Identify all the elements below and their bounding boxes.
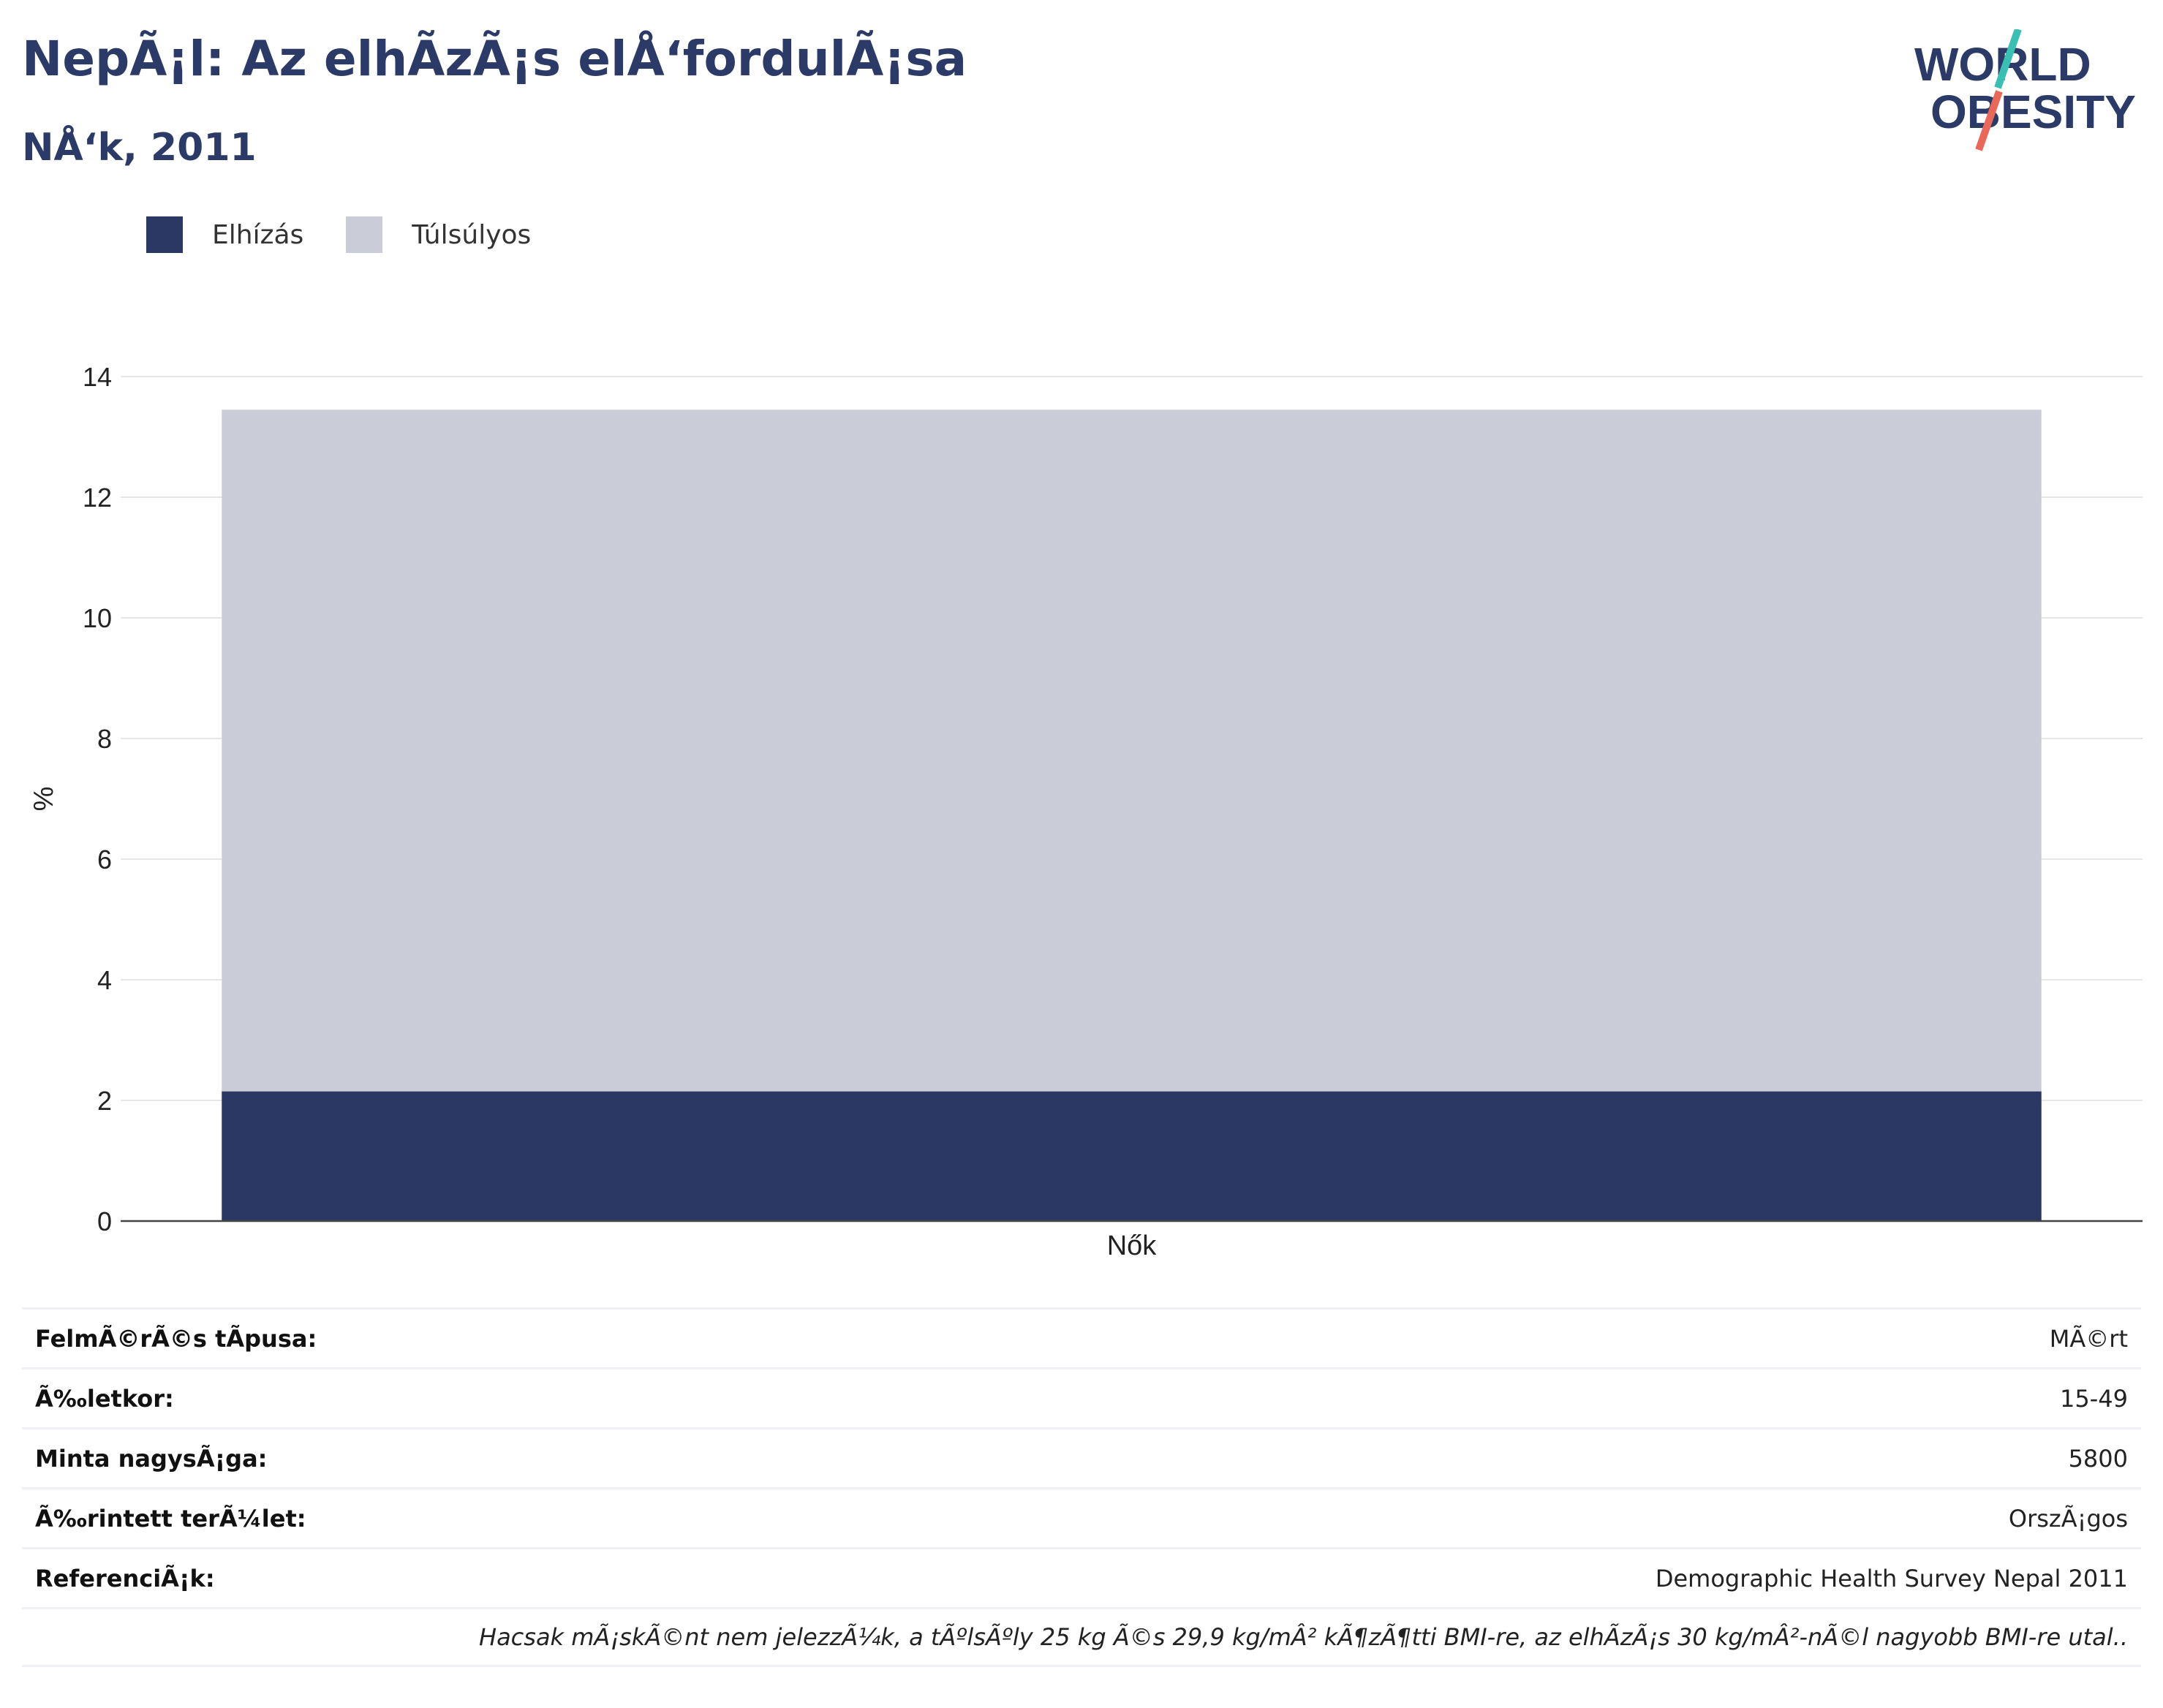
bar-chart: 0 2 4 6 8 10 12 14% Nők <box>29 362 2143 1261</box>
x-tick-label: Nők <box>1107 1231 1158 1261</box>
legend-swatch-obesity <box>146 216 183 253</box>
footnote: Hacsak mÃ¡skÃ©nt nem jelezzÃ¼k, a tÃºlsÃ… <box>22 1607 2141 1667</box>
info-value: Demographic Health Survey Nepal 2011 <box>1655 1564 2128 1592</box>
info-value: 5800 <box>2068 1444 2128 1473</box>
info-row-age: Ã‰letkor: 15-49 <box>22 1367 2141 1427</box>
y-tick-label: 12 <box>83 483 112 513</box>
y-tick-label: 14 <box>83 362 112 392</box>
legend-label-obesity: Elhízás <box>212 219 304 250</box>
y-tick-label: 10 <box>83 603 112 633</box>
y-tick-label: 4 <box>97 965 112 995</box>
info-row-references: ReferenciÃ¡k: Demographic Health Survey … <box>22 1547 2141 1607</box>
y-tick-label: 6 <box>97 844 112 874</box>
legend-item-obesity[interactable]: Elhízás <box>146 216 303 253</box>
info-table: FelmÃ©rÃ©s tÃpusa: MÃ©rt Ã‰letkor: 15-49… <box>22 1307 2141 1667</box>
chart-legend: Elhízás Túlsúlyos <box>146 216 573 253</box>
logo-slash-red <box>1975 90 2003 151</box>
info-row-survey-type: FelmÃ©rÃ©s tÃpusa: MÃ©rt <box>22 1307 2141 1367</box>
legend-item-overweight[interactable]: Túlsúlyos <box>346 216 531 253</box>
info-row-sample-size: Minta nagysÃ¡ga: 5800 <box>22 1427 2141 1487</box>
logo-slash-teal <box>1994 29 2022 89</box>
info-label: Ã‰letkor: <box>35 1384 174 1413</box>
info-value: OrszÃ¡gos <box>2008 1504 2128 1533</box>
info-label: ReferenciÃ¡k: <box>35 1564 215 1592</box>
y-tick-label: 0 <box>97 1206 112 1236</box>
logo-text-obesity: OBESITY <box>1930 86 2136 138</box>
y-axis-label: % <box>29 787 59 812</box>
legend-swatch-overweight <box>346 216 383 253</box>
y-tick-label: 8 <box>97 724 112 754</box>
info-value: MÃ©rt <box>2049 1324 2128 1353</box>
world-obesity-logo: WORLD OBESITY <box>1914 29 2136 151</box>
bar-obesity <box>222 1091 2042 1221</box>
page-title: NepÃ¡l: Az elhÃ­zÃ¡s elÅ‘fordulÃ¡sa <box>22 31 967 87</box>
info-label: Minta nagysÃ¡ga: <box>35 1444 268 1473</box>
legend-label-overweight: Túlsúlyos <box>412 219 532 250</box>
bar-overweight <box>222 409 2042 1092</box>
info-label: Ã‰rintett terÃ¼let: <box>35 1504 306 1533</box>
info-label: FelmÃ©rÃ©s tÃpusa: <box>35 1324 317 1353</box>
page-subtitle: NÅ‘k, 2011 <box>22 126 257 170</box>
info-value: 15-49 <box>2060 1384 2128 1413</box>
y-tick-label: 2 <box>97 1086 112 1116</box>
info-row-area: Ã‰rintett terÃ¼let: OrszÃ¡gos <box>22 1487 2141 1547</box>
